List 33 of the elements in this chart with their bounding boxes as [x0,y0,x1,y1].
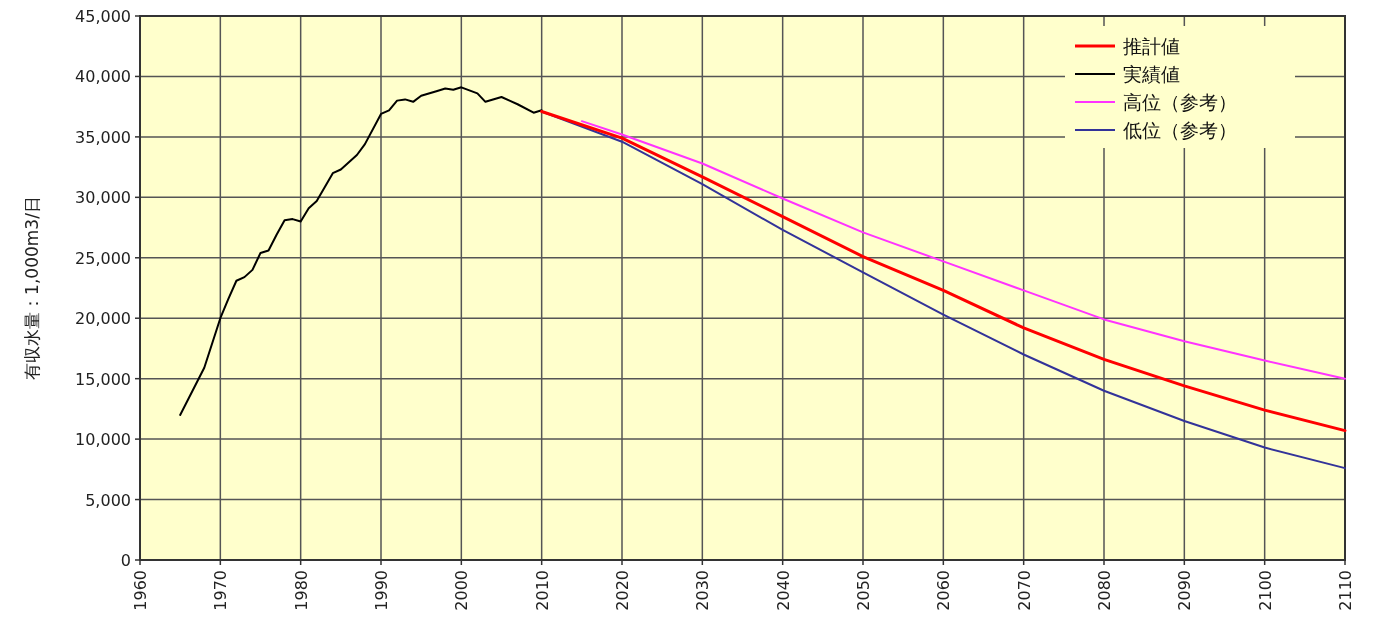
x-tick-label: 2020 [613,570,632,611]
y-tick-label: 5,000 [85,490,131,510]
x-tick-label: 2080 [1095,570,1114,611]
x-tick-label: 2110 [1336,570,1355,611]
y-tick-label: 40,000 [75,67,131,87]
x-tick-label: 1970 [211,570,231,611]
y-tick-label: 20,000 [75,309,131,329]
x-tick-label: 2010 [532,570,552,611]
y-axis-title: 有収水量：1,000m3/日 [22,196,42,380]
x-tick-label: 2090 [1175,570,1195,611]
x-tick-label: 2040 [773,570,793,611]
x-tick-label: 2050 [854,570,873,611]
legend-label: 推計値 [1123,35,1180,57]
x-tick-label: 2000 [452,570,472,611]
x-tick-label: 2060 [934,570,954,611]
y-tick-label: 25,000 [75,248,131,268]
x-tick-label: 2030 [693,570,713,611]
y-tick-label: 15,000 [75,369,131,389]
x-tick-label: 1990 [372,570,391,611]
y-tick-label: 45,000 [75,7,131,26]
line-series [580,120,1346,380]
x-tick-label: 2100 [1255,570,1275,611]
legend-label: 低位（参考） [1123,119,1237,141]
line-series [179,86,543,416]
y-tick-label: 0 [120,551,131,570]
y-tick-label: 10,000 [75,430,131,450]
x-tick-label: 1980 [291,570,311,611]
legend-label: 高位（参考） [1123,91,1237,113]
y-tick-label: 35,000 [75,127,131,147]
x-tick-label: 1960 [131,570,150,611]
x-tick-label: 2070 [1014,570,1034,611]
legend-label: 実績値 [1123,63,1180,85]
y-tick-label: 30,000 [75,188,131,208]
